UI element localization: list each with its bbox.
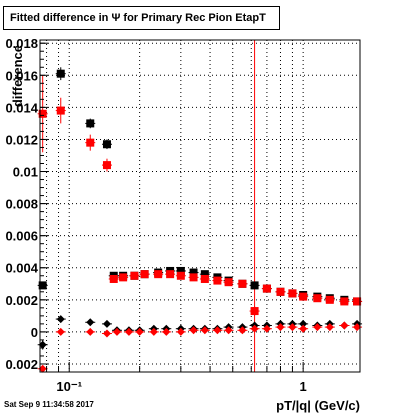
ticks: 0.018 0.016 0.014 0.012 0.01 0.008 0.006 0.004 0… (5, 36, 306, 394)
y-tick-label: 0.002 (5, 293, 38, 308)
series-1 (37, 75, 363, 316)
series-3 (37, 321, 363, 373)
data-point (162, 327, 171, 336)
data-point (200, 326, 209, 335)
y-tick-label: 0 (31, 325, 38, 340)
data-point (140, 270, 149, 279)
y-tick-label: 0.004 (5, 261, 38, 276)
data-point (213, 276, 222, 285)
data-point (176, 327, 185, 336)
y-tick-label: 0.016 (5, 68, 38, 83)
data-point (130, 271, 139, 280)
data-layer (37, 67, 363, 373)
data-point (176, 266, 185, 275)
data-point (112, 327, 121, 336)
x-tick-label: 1 (300, 379, 307, 394)
data-point (250, 324, 259, 333)
data-point (276, 323, 285, 332)
data-point (56, 327, 65, 336)
data-point (166, 270, 175, 279)
data-point (313, 294, 322, 303)
y-tick-label: 0.012 (5, 132, 38, 147)
series-0 (37, 67, 363, 306)
data-point (353, 323, 362, 332)
data-point (238, 326, 247, 335)
data-point (86, 119, 95, 128)
y-tick-label: 0.018 (5, 36, 38, 51)
y-tick-label: 0.006 (5, 229, 38, 244)
data-point (325, 295, 334, 304)
data-point (119, 273, 128, 282)
data-point (38, 364, 47, 373)
data-point (340, 321, 349, 330)
data-point (189, 326, 198, 335)
y-tick-label: 0.01 (13, 165, 38, 180)
data-point (86, 138, 95, 147)
data-point (325, 323, 334, 332)
y-tick-label: 0.014 (5, 100, 38, 115)
data-point (38, 281, 47, 290)
data-point (299, 292, 308, 301)
data-point (299, 324, 308, 333)
data-point (200, 270, 209, 279)
data-point (86, 327, 95, 336)
data-point (353, 297, 362, 306)
data-point (213, 326, 222, 335)
data-point (250, 281, 259, 290)
y-tick-label: 0.008 (5, 197, 38, 212)
timestamp: Sat Sep 9 11:34:58 2017 (4, 400, 94, 409)
x-axis-title: pT/|q| (GeV/c) (276, 398, 360, 413)
data-point (276, 287, 285, 296)
data-point (313, 323, 322, 332)
data-point (250, 307, 259, 316)
data-point (149, 327, 158, 336)
data-point (299, 319, 308, 328)
plot-frame (39, 39, 361, 373)
grid (40, 40, 360, 372)
y-tick-label: 0.002 (5, 357, 38, 372)
data-point (135, 327, 144, 336)
data-point (189, 268, 198, 277)
data-point (288, 323, 297, 332)
data-point (200, 274, 209, 283)
data-point (102, 161, 111, 170)
data-point (102, 319, 111, 328)
data-point (288, 289, 297, 298)
data-point (224, 278, 233, 287)
data-point (102, 140, 111, 149)
chart-title: Fitted difference in Ψ for Primary Rec P… (3, 6, 280, 30)
x-tick-label: 10⁻¹ (56, 379, 82, 394)
data-point (38, 340, 47, 349)
data-point (56, 315, 65, 324)
data-point (176, 271, 185, 280)
data-point (56, 106, 65, 115)
data-point (109, 274, 118, 283)
data-point (56, 69, 65, 78)
data-point (124, 327, 133, 336)
data-point (154, 270, 163, 279)
data-point (340, 297, 349, 306)
data-point (224, 326, 233, 335)
data-point (86, 318, 95, 327)
data-point (189, 273, 198, 282)
data-point (262, 324, 271, 333)
data-point (262, 284, 271, 293)
data-point (238, 279, 247, 288)
data-point (38, 109, 47, 118)
y-axis-title: difference (10, 45, 25, 107)
data-point (102, 329, 111, 338)
